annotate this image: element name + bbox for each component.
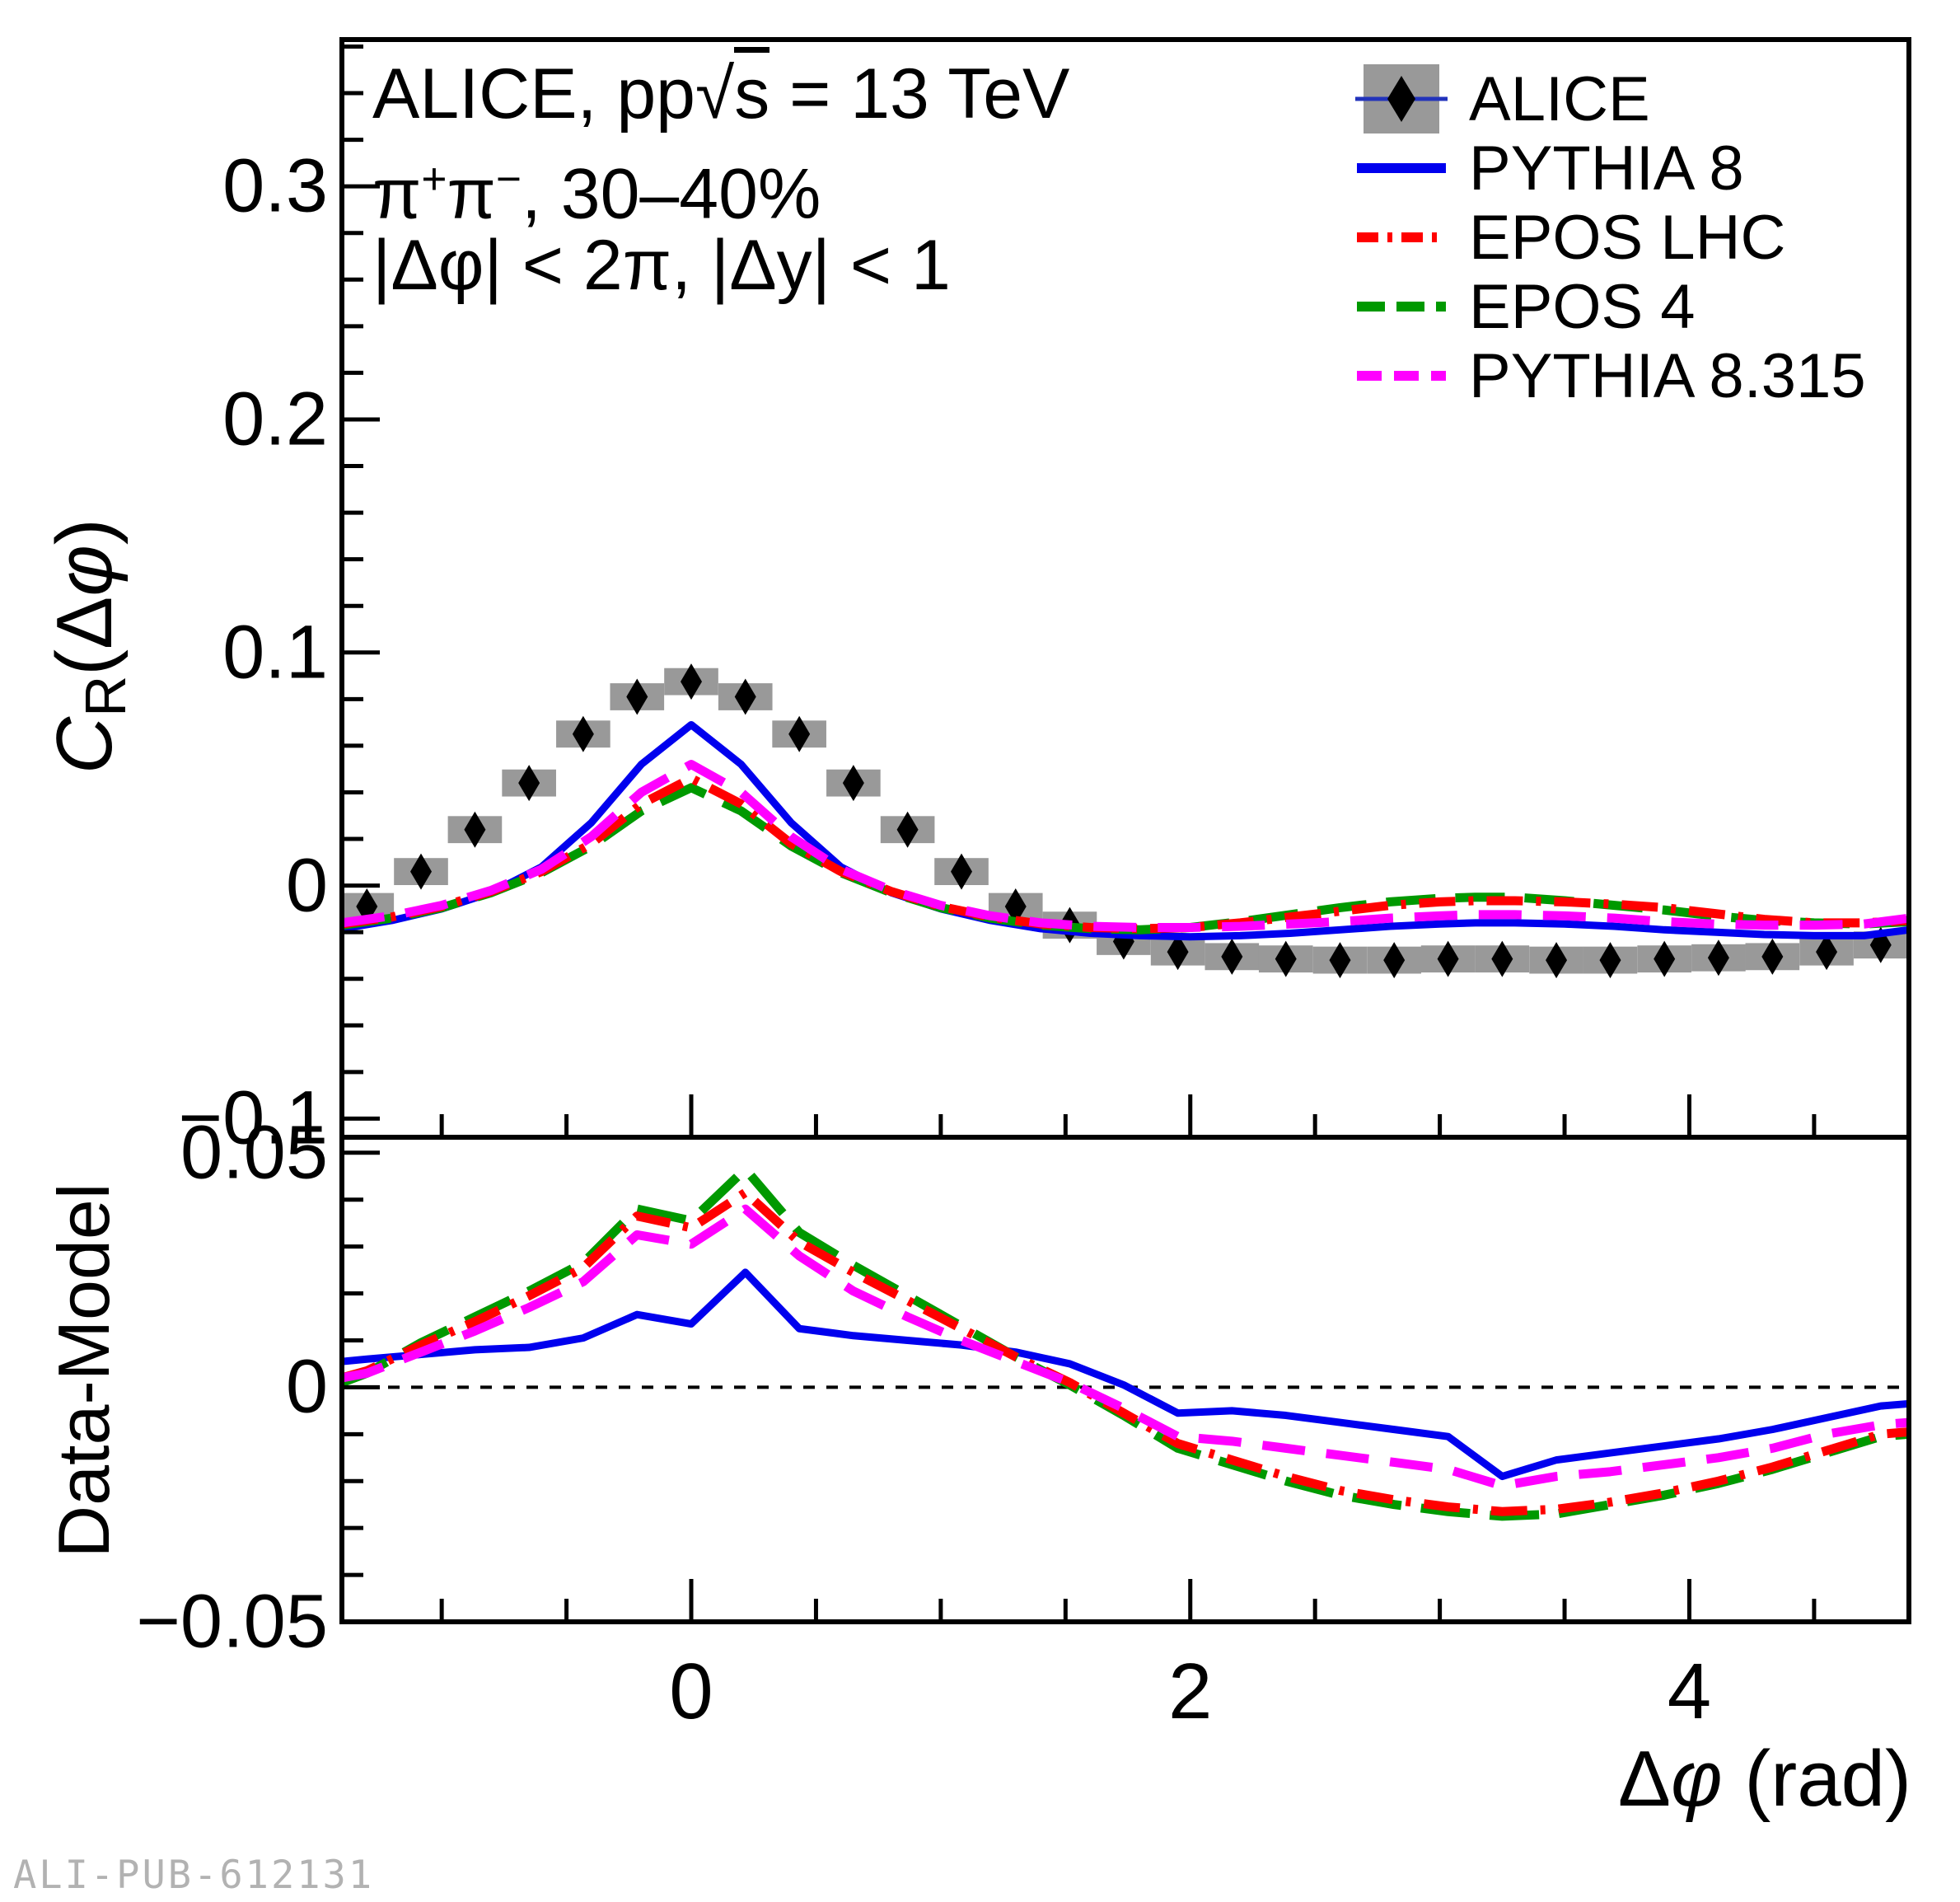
model-curve-epos-lhc [342,773,1909,934]
legend-label: EPOS LHC [1469,202,1786,273]
y-tick-label-bottom: 0 [285,1344,328,1429]
alice-data-point [1654,940,1676,977]
alice-data-point [1599,942,1621,979]
alice-data-point [1546,942,1568,979]
x-tick-label: 4 [1667,1647,1712,1736]
y-axis-title-top: CR(Δφ) [40,518,138,775]
legend-label: ALICE [1469,63,1650,134]
alice-data-point [1761,938,1784,975]
y-tick-label-bottom: −0.05 [136,1579,328,1664]
alice-data-point [626,678,648,715]
y-tick-label-top: 0.2 [222,377,328,461]
alice-data-point [842,765,864,802]
alice-data-point [896,811,919,848]
alice-data-point [1329,942,1351,979]
y-tick-label-top: 0 [285,843,328,928]
model-curve-pythia-8-315 [342,760,1909,932]
legend-line-icon [1357,232,1446,242]
y-tick-label-top: 0.3 [222,143,328,228]
alice-data-point [572,715,594,752]
alice-data-point [681,663,703,700]
legend-entry-epos-lhc: EPOS LHC [1355,202,1866,273]
y-tick-label-bottom: 0.05 [180,1110,328,1195]
annotation-line2: π+π−, 30–40% [372,154,821,234]
x-tick-label: 2 [1168,1647,1213,1736]
legend: ALICE PYTHIA 8 EPOS LHC EPOS 4 PYTHIA 8.315 [1355,64,1866,411]
top-panel [342,663,1945,979]
legend-label: PYTHIA 8.315 [1469,340,1866,411]
legend-entry-alice: ALICE [1355,64,1866,134]
alice-data-point [1924,919,1945,955]
alice-data-point [1275,940,1297,977]
diff-curve-pythia-8 [342,1268,1909,1481]
alice-data-point [951,853,973,890]
alice-data-point [1167,934,1189,971]
y-axis-title-bottom: Data-Model [43,1183,124,1558]
legend-line-icon [1357,371,1446,381]
x-axis-title: Δφ (rad) [1617,1735,1911,1823]
legend-line-icon [1357,163,1446,173]
legend-line-icon [1357,302,1446,312]
alice-data-point [1221,938,1243,975]
sqrt-radical: √ [695,54,735,134]
y-tick-label-top: −0.1 [178,1075,328,1160]
legend-marker-icon [1355,64,1448,134]
alice-data-point [1437,940,1459,977]
legend-label: PYTHIA 8 [1469,133,1744,204]
legend-diamond [1387,76,1415,122]
bottom-panel-frame [339,1135,1911,1624]
legend-label: EPOS 4 [1469,271,1696,342]
annotation-line3: |Δφ| < 2π, |Δy| < 1 [372,226,951,305]
alice-data-point [734,678,756,715]
frames-and-ticks [339,37,1911,1624]
y-tick-label-top: 0.1 [222,610,328,695]
annotation-line1: ALICE, pp√s = 13 TeV [372,47,1069,137]
alice-data-point [1707,939,1729,977]
alice-data-point [1491,940,1513,977]
diff-curve-epos-lhc [342,1188,1909,1516]
alice-data-point [1004,888,1027,925]
alice-data-point [464,811,486,848]
model-curve-pythia-8 [342,720,1909,941]
x-tick-label: 0 [669,1647,713,1736]
legend-entry-pythia-8: PYTHIA 8 [1355,133,1866,204]
legend-entry-epos-4: EPOS 4 [1355,271,1866,342]
alice-data-point [410,853,433,890]
alice-data-point [788,715,811,752]
alice-data-point [1383,942,1406,979]
watermark-label: ALI-PUB-612131 [13,1853,375,1898]
legend-entry-pythia-8-315: PYTHIA 8.315 [1355,340,1866,411]
bottom-panel [342,1164,1909,1521]
alice-data-point [1816,934,1838,971]
annotation-block: ALICE, pp√s = 13 TeV π+π−, 30–40% |Δφ| <… [372,47,1069,308]
alice-data-point [518,765,540,802]
alice-sys-box [1907,923,1909,951]
diff-curve-pythia-8-315 [342,1204,1909,1491]
